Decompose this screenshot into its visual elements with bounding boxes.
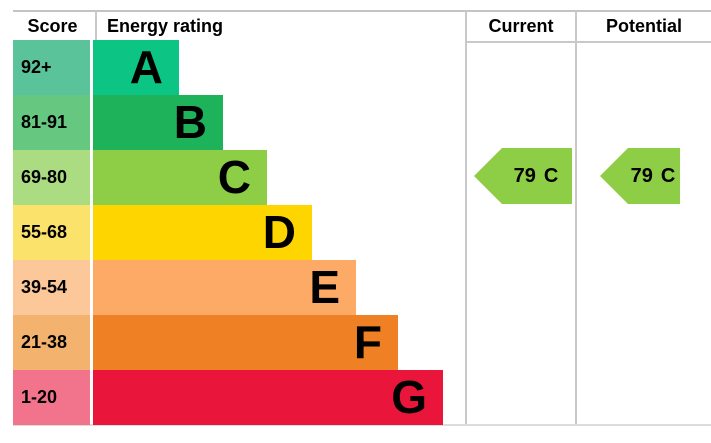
band-bar-c: C — [93, 150, 267, 205]
band-row-g: 1-20 G — [13, 370, 711, 425]
band-rows: 92+ A 81-91 B 69-80 C 55-68 D 39-54 E 21-38 F 1-20 G — [13, 40, 711, 425]
band-bar-g: G — [93, 370, 443, 425]
band-score-range: 69-80 — [13, 150, 90, 205]
band-letter: C — [217, 150, 251, 203]
bottom-border — [13, 424, 711, 426]
band-bar-a: A — [93, 40, 179, 95]
band-score-range: 81-91 — [13, 95, 90, 150]
score-column-divider — [95, 11, 97, 41]
band-row-e: 39-54 E — [13, 260, 711, 315]
band-bar-e: E — [93, 260, 356, 315]
band-score-range: 92+ — [13, 40, 90, 95]
band-score-range: 39-54 — [13, 260, 90, 315]
score-column-header: Score — [27, 16, 78, 36]
band-bar-f: F — [93, 315, 398, 370]
band-letter: E — [309, 260, 340, 313]
band-letter: G — [391, 370, 427, 423]
band-letter: D — [262, 205, 296, 258]
potential-rating-value: 79 — [630, 164, 653, 187]
current-rating-value: 79 — [513, 164, 536, 187]
current-column-header: Current — [488, 16, 554, 36]
band-bar-b: B — [93, 95, 223, 150]
current-rating-letter: C — [543, 164, 559, 187]
potential-rating-arrow: 79 C — [600, 148, 680, 204]
current-column-divider — [465, 11, 467, 425]
band-row-b: 81-91 B — [13, 95, 711, 150]
band-letter: F — [353, 315, 382, 368]
band-letter: A — [129, 40, 163, 93]
potential-column-header: Potential — [605, 16, 682, 36]
band-row-c: 69-80 C — [13, 150, 711, 205]
band-row-a: 92+ A — [13, 40, 711, 95]
potential-rating-letter: C — [660, 164, 676, 187]
band-score-range: 21-38 — [13, 315, 90, 370]
band-bar-d: D — [93, 205, 312, 260]
band-row-d: 55-68 D — [13, 205, 711, 260]
potential-column-divider — [575, 11, 577, 425]
band-score-range: 1-20 — [13, 370, 90, 425]
header-underline — [466, 41, 711, 43]
top-border — [13, 10, 711, 12]
band-row-f: 21-38 F — [13, 315, 711, 370]
energy-rating-column-header: Energy rating — [107, 16, 224, 36]
band-letter: B — [173, 95, 207, 148]
band-score-range: 55-68 — [13, 205, 90, 260]
